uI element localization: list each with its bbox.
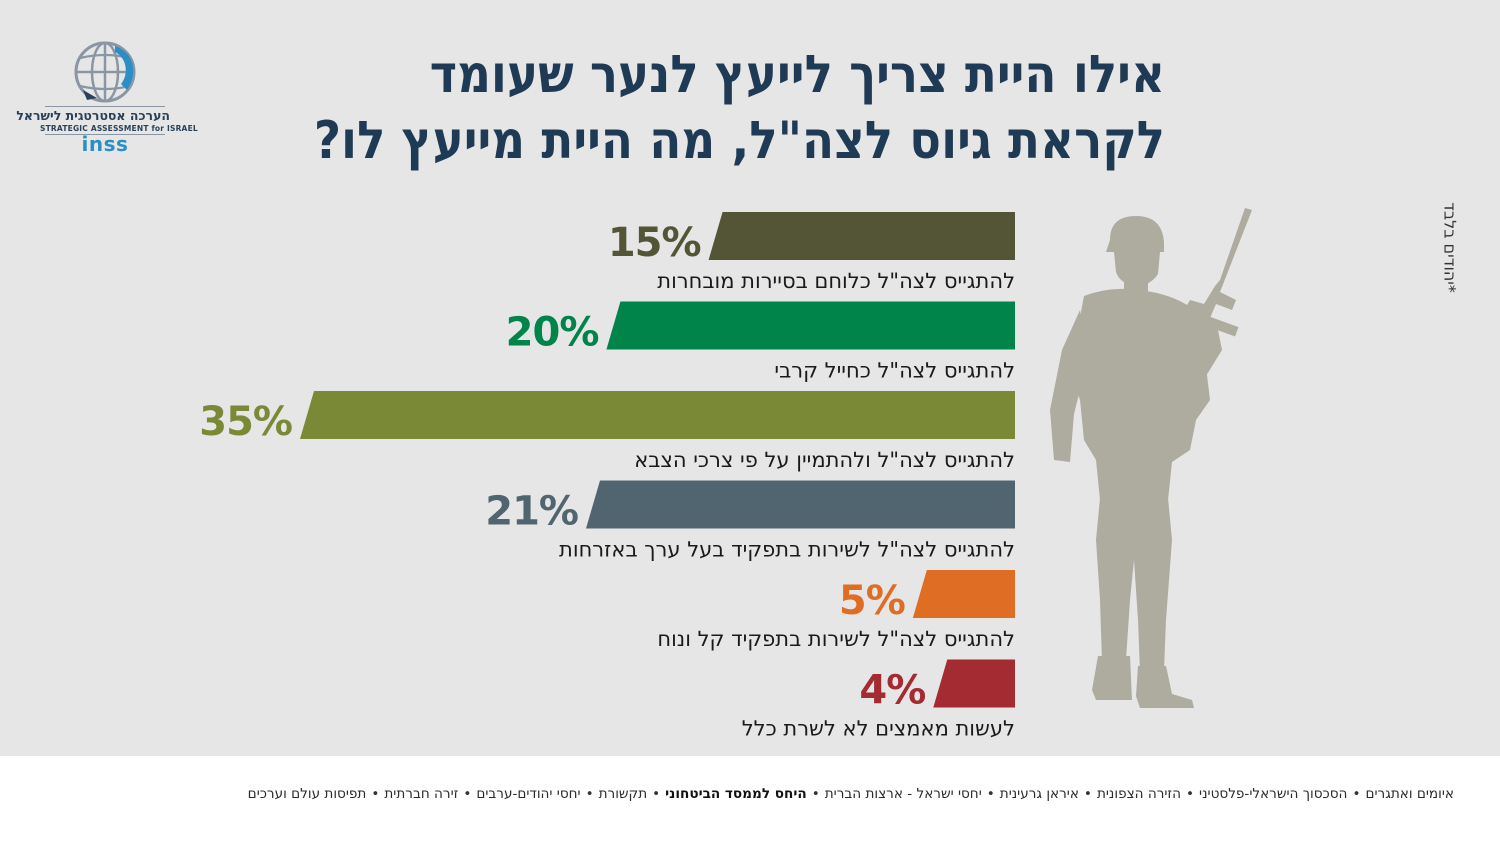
value-label: 15%	[608, 220, 701, 266]
logo-rule	[45, 134, 165, 135]
footer-separator: •	[463, 786, 472, 802]
bar	[708, 212, 1015, 260]
bar	[606, 301, 1015, 350]
title-line-2: לקראת גיוס לצה"ל, מה היית מייעץ לו?	[313, 111, 1165, 171]
footer-separator: •	[1186, 786, 1195, 802]
value-label: 35%	[199, 399, 292, 445]
value-label: 21%	[485, 489, 578, 535]
soldier-silhouette-icon	[1050, 208, 1252, 708]
footer-separator: •	[585, 786, 594, 802]
bar	[586, 480, 1015, 529]
category-label: לעשות מאמצים לא לשרת כלל	[742, 717, 1015, 741]
logo-hebrew-text: הערכה אסטרטגית לישראל	[16, 108, 170, 123]
footer-nav-item[interactable]: זירה חברתית	[384, 786, 459, 802]
footer-separator: •	[652, 786, 661, 802]
footer-separator: •	[986, 786, 995, 802]
footer-separator: •	[1083, 786, 1092, 802]
footer-nav-item[interactable]: הזירה הצפונית	[1096, 786, 1182, 802]
footer: איומים ואתגרים•הסכסוך הישראלי-פלסטיני•הז…	[0, 756, 1500, 844]
footer-nav-item[interactable]: תפיסות עולם וערכים	[247, 786, 367, 802]
footnote: *יהודים בלבד	[1440, 186, 1464, 316]
inss-logo: הערכה אסטרטגית לישראל STRATEGIC ASSESSME…	[16, 40, 198, 160]
bar	[933, 659, 1015, 708]
logo-brand: inss	[81, 132, 129, 156]
page-title: אילו היית צריך לייעץ לנער שעומד לקראת גי…	[240, 42, 1165, 174]
footer-separator: •	[371, 786, 380, 802]
category-label: להתגייס לצה"ל כחייל קרבי	[774, 359, 1015, 383]
title-line-1: אילו היית צריך לייעץ לנער שעומד	[429, 45, 1165, 105]
globe-icon	[74, 41, 136, 103]
footer-nav-item[interactable]: יחסי יהודים-ערבים	[476, 786, 581, 802]
footer-nav-item[interactable]: איראן גרעינית	[999, 786, 1079, 802]
value-label: 4%	[859, 668, 925, 714]
footer-nav-item[interactable]: הסכסוך הישראלי-פלסטיני	[1199, 786, 1348, 802]
footer-nav: איומים ואתגרים•הסכסוך הישראלי-פלסטיני•הז…	[248, 786, 1454, 802]
category-label: להתגייס לצה"ל לשירות בתפקיד קל ונוח	[657, 627, 1015, 651]
logo-rule	[45, 106, 165, 107]
footer-separator: •	[1352, 786, 1361, 802]
logo-english-text: STRATEGIC ASSESSMENT for ISRAEL	[40, 124, 198, 133]
footer-nav-item[interactable]: איומים ואתגרים	[1365, 786, 1454, 802]
value-label: 20%	[506, 310, 599, 356]
bar	[300, 391, 1015, 439]
bar	[912, 570, 1015, 618]
footer-nav-item[interactable]: יחסי ישראל - ארצות הברית	[824, 786, 982, 802]
category-label: להתגייס לצה"ל ולהתמיין על פי צרכי הצבא	[634, 448, 1015, 472]
value-label: 5%	[839, 578, 905, 624]
category-label: להתגייס לצה"ל לשירות בתפקיד בעל ערך באזר…	[559, 538, 1015, 562]
footer-separator: •	[811, 786, 820, 802]
footer-nav-item[interactable]: היחס לממסד הביטחוני	[665, 786, 807, 802]
footer-nav-item[interactable]: תקשורת	[598, 786, 648, 802]
footnote-text: *יהודים בלבד	[1440, 202, 1460, 293]
category-label: להתגייס לצה"ל כלוחם בסיירות מובחרות	[657, 269, 1015, 293]
